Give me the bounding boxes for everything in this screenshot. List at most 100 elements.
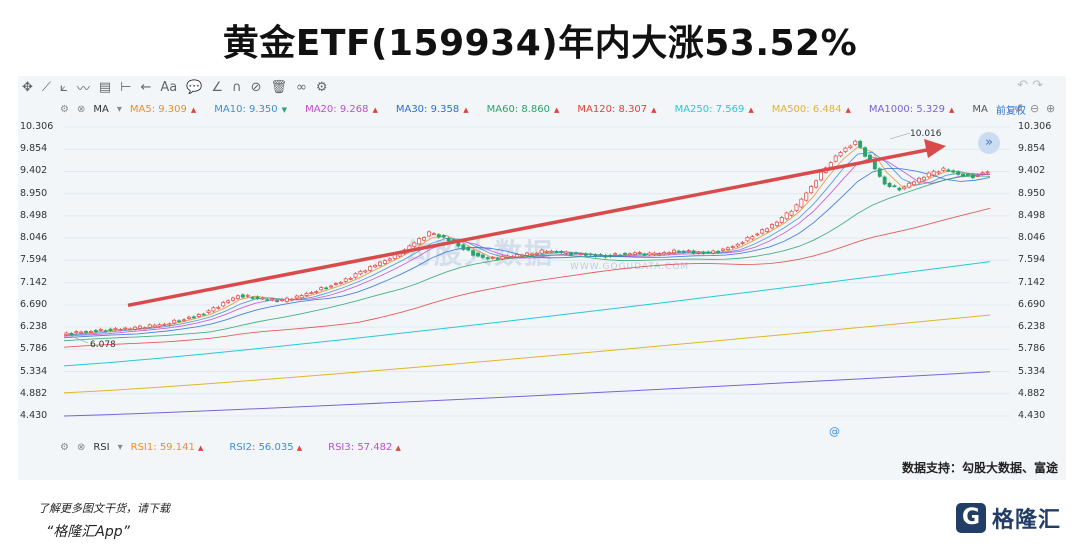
- candle-body: [750, 236, 755, 240]
- candle-body: [686, 250, 691, 252]
- candle-body: [343, 278, 348, 282]
- chevron-down-icon[interactable]: ▾: [117, 442, 123, 453]
- candle-body: [353, 273, 358, 278]
- candle-body: [858, 140, 863, 148]
- candle-body: [789, 210, 794, 216]
- candle-body: [559, 251, 564, 253]
- y-tick-label-left: 8.950: [20, 187, 48, 199]
- candle-body: [681, 250, 686, 253]
- candle-body: [735, 243, 740, 247]
- y-tick-label-right: 6.690: [1018, 298, 1046, 310]
- candle-body: [975, 175, 980, 177]
- legend-settings-icon[interactable]: ⚙: [60, 103, 69, 115]
- candle-body: [177, 320, 182, 323]
- chevron-down-icon[interactable]: ▾: [116, 103, 122, 115]
- comment-icon[interactable]: 💬: [186, 79, 203, 95]
- candle-body: [299, 295, 304, 299]
- candle-body: [721, 248, 725, 251]
- candle-body: [480, 254, 485, 258]
- candle-body: [441, 235, 446, 238]
- candle-body: [216, 306, 221, 309]
- candle-body: [466, 246, 471, 251]
- candle-body: [632, 252, 637, 255]
- candle-body: [569, 252, 574, 256]
- candle-body: [186, 316, 191, 319]
- at-icon[interactable]: @: [829, 425, 840, 438]
- candle-body: [309, 292, 314, 294]
- candle-body: [828, 162, 833, 168]
- candle-body: [657, 253, 662, 256]
- settings-icon[interactable]: ⚙: [315, 79, 328, 95]
- candle-body: [799, 198, 804, 208]
- candle-body: [157, 324, 162, 327]
- candle-body: [794, 204, 799, 211]
- candle-body: [211, 307, 216, 312]
- candle-body: [926, 172, 931, 178]
- y-tick-label-right: 4.430: [1018, 410, 1046, 421]
- candle-body: [647, 252, 652, 256]
- ma20-line: [63, 156, 991, 337]
- candle-body: [770, 224, 774, 229]
- y-tick-label-left: 7.142: [20, 276, 48, 288]
- candle-body: [814, 180, 819, 188]
- candle-body: [730, 246, 735, 248]
- zoom-out-icon[interactable]: ⊖: [1030, 102, 1040, 115]
- candle-body: [921, 176, 926, 181]
- candle-body: [382, 260, 387, 264]
- candle-body: [583, 253, 588, 256]
- candle-body: [544, 250, 549, 253]
- link-icon[interactable]: ∞: [296, 79, 307, 95]
- candle-body: [740, 242, 745, 244]
- channel-icon[interactable]: ▤: [98, 79, 112, 95]
- candle-body: [93, 330, 98, 333]
- text-tool-button[interactable]: Aa: [160, 79, 178, 95]
- ma500-line: [63, 314, 991, 394]
- eye-off-icon[interactable]: ⊘: [250, 79, 262, 95]
- candle-body: [882, 176, 887, 185]
- legend-close-icon[interactable]: ⊗: [76, 103, 86, 115]
- candle-body: [833, 155, 838, 162]
- candle-body: [907, 182, 912, 188]
- zoom-in-icon[interactable]: ⊕: [1046, 102, 1056, 115]
- data-source: 数据支持：勾股大数据、富途: [901, 461, 1058, 475]
- candle-body: [333, 283, 338, 285]
- line-icon[interactable]: ⟋: [41, 79, 52, 95]
- chart-panel: [18, 76, 1066, 480]
- candle-body: [549, 250, 554, 253]
- trash-icon[interactable]: 🗑: [270, 79, 287, 95]
- candle-body: [774, 221, 779, 226]
- scroll-right-button[interactable]: »: [978, 132, 1000, 154]
- ma-legend: ⚙ ⊗ MA ▾ MA5: 9.309 ▲ MA10: 9.350 ▼ MA20: …: [60, 101, 1034, 117]
- ma-item: MA250: 7.569 ▲: [674, 103, 754, 115]
- magnet-icon[interactable]: ∩: [232, 79, 242, 95]
- angle-icon[interactable]: ∠: [211, 79, 224, 95]
- measure-icon[interactable]: ⊢: [120, 79, 132, 95]
- ray-icon[interactable]: ⟀: [60, 79, 68, 95]
- arrow-left-icon[interactable]: ←: [140, 79, 152, 95]
- undo-redo-icons[interactable]: ↶ ↷: [1017, 78, 1043, 93]
- rsi-item: RSI1: 59.141 ▲: [130, 442, 204, 453]
- y-tick-label-right: 5.334: [1018, 365, 1046, 377]
- rsi-indicator-label[interactable]: RSI: [93, 442, 110, 453]
- candle-body: [539, 249, 544, 254]
- crosshair-icon[interactable]: ✥: [22, 79, 33, 95]
- candle-body: [324, 287, 329, 290]
- reset-icon[interactable]: ↺: [1014, 102, 1024, 115]
- candle-body: [280, 299, 284, 301]
- rsi-close-icon[interactable]: ⊗: [76, 442, 86, 453]
- candle-body: [417, 238, 422, 245]
- rsi-item: RSI2: 56.035 ▲: [229, 442, 303, 453]
- candle-body: [520, 254, 525, 257]
- rsi-settings-icon[interactable]: ⚙: [60, 442, 69, 453]
- wave-icon[interactable]: 〰: [76, 81, 90, 97]
- candle-body: [956, 171, 961, 175]
- y-tick-label-right: 8.046: [1018, 232, 1046, 244]
- y-tick-label-right: 7.594: [1018, 254, 1046, 266]
- fq-button[interactable]: 前复权: [995, 105, 1026, 117]
- candle-body: [79, 331, 84, 334]
- trend-arrow-head: [924, 138, 946, 158]
- candle-body: [745, 237, 750, 242]
- candle-body: [103, 330, 108, 333]
- ma-indicator-label[interactable]: MA: [93, 103, 109, 115]
